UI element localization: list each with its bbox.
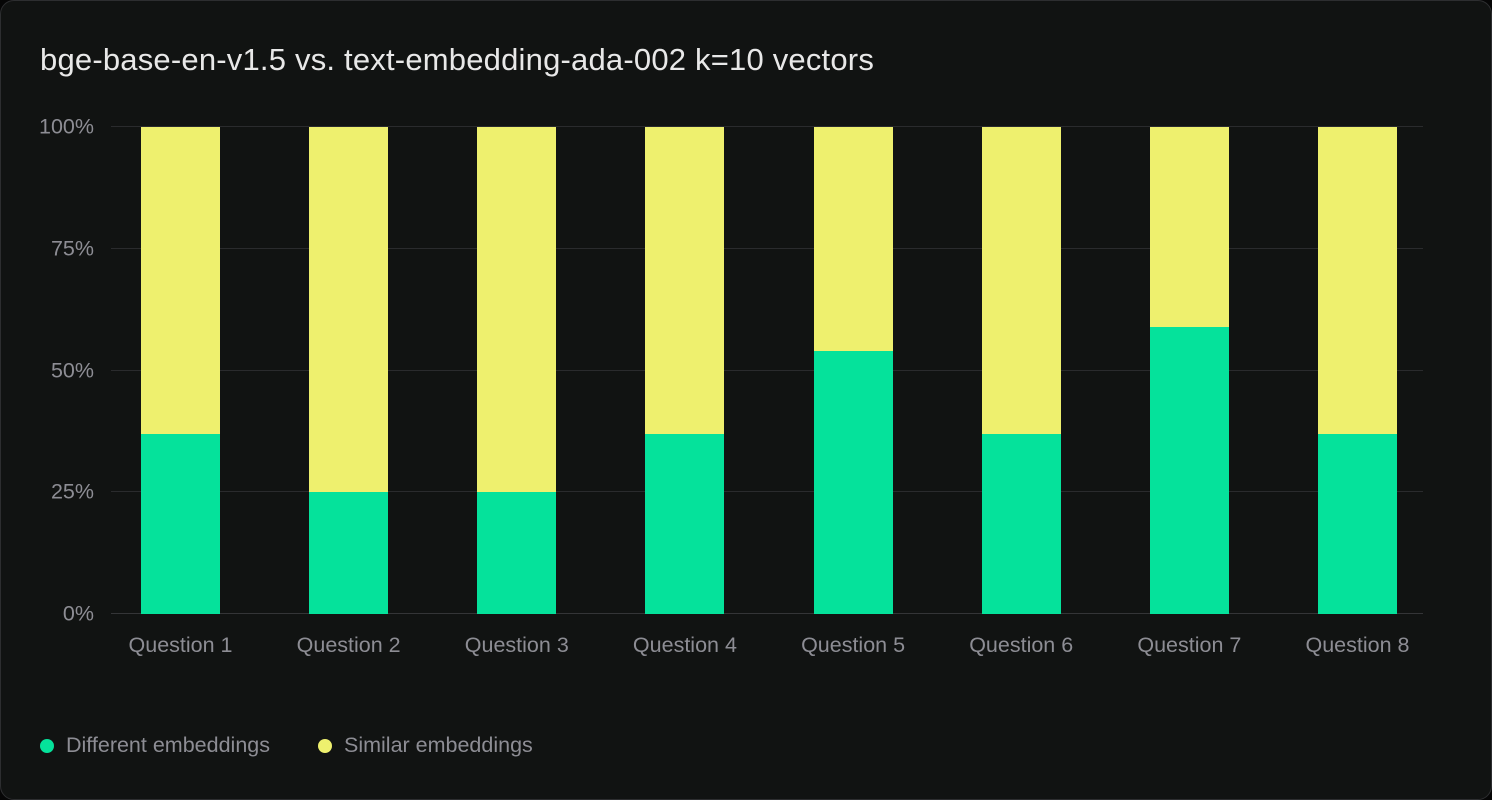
bar-question-8: Question 8 xyxy=(1305,127,1409,657)
x-axis-category-label: Question 8 xyxy=(1305,633,1410,657)
legend-item-different-embeddings[interactable]: Different embeddings xyxy=(40,733,270,758)
x-axis-category-label: Question 7 xyxy=(1137,633,1242,657)
bar-segment-different-embeddings[interactable] xyxy=(309,492,389,614)
bar-segment-similar-embeddings[interactable] xyxy=(1149,127,1229,327)
bar-segment-similar-embeddings[interactable] xyxy=(645,127,725,434)
bar-question-2: Question 2 xyxy=(297,127,401,657)
bar-question-6: Question 6 xyxy=(969,127,1073,657)
legend-dot-icon xyxy=(40,738,54,753)
y-axis-tick-label: 0% xyxy=(62,601,94,626)
legend-item-label: Different embeddings xyxy=(66,733,270,757)
bar-segment-similar-embeddings[interactable] xyxy=(813,127,893,352)
bar-question-3: Question 3 xyxy=(465,127,569,657)
gridline-0% xyxy=(111,613,1423,614)
bar-question-7: Question 7 xyxy=(1137,127,1241,657)
y-axis-tick-label: 75% xyxy=(50,236,94,261)
legend-dot-icon xyxy=(317,738,332,753)
chart-legend: Different embeddings Similar embeddings xyxy=(40,733,533,758)
bar-segment-different-embeddings[interactable] xyxy=(813,351,893,614)
y-axis-tick-label: 25% xyxy=(50,479,94,504)
bar-question-4: Question 4 xyxy=(633,127,737,657)
gridline-100% xyxy=(111,126,1423,127)
x-axis-category-label: Question 4 xyxy=(632,633,737,657)
bar-segment-similar-embeddings[interactable] xyxy=(1317,127,1397,434)
bar-segment-different-embeddings[interactable] xyxy=(981,433,1061,614)
bar-segment-similar-embeddings[interactable] xyxy=(309,127,389,493)
bar-segment-similar-embeddings[interactable] xyxy=(477,127,557,493)
x-axis-category-label: Question 5 xyxy=(801,633,906,657)
chart-plot-area: Question 1 Question 2 Question 3 Question 4… xyxy=(111,126,1423,657)
x-axis-category-label: Question 2 xyxy=(296,633,401,657)
bar-segment-different-embeddings[interactable] xyxy=(477,492,557,614)
gridline-25% xyxy=(111,491,1423,493)
chart-title: bge-base-en-v1.5 vs. text-embedding-ada-… xyxy=(40,42,875,77)
bar-question-5: Question 5 xyxy=(801,127,905,657)
x-axis-category-label: Question 3 xyxy=(464,633,569,657)
y-axis: 0% 25% 50% 75% 100% xyxy=(1,115,94,626)
gridline-75% xyxy=(111,247,1423,249)
x-axis-category-label: Question 6 xyxy=(969,633,1074,657)
gridline-50% xyxy=(111,369,1423,371)
bar-segment-different-embeddings[interactable] xyxy=(1149,326,1229,614)
bar-segment-similar-embeddings[interactable] xyxy=(981,127,1061,434)
bar-question-1: Question 1 xyxy=(129,127,232,657)
bar-segment-different-embeddings[interactable] xyxy=(645,433,725,614)
bar-segment-different-embeddings[interactable] xyxy=(1317,433,1397,614)
legend-item-label: Similar embeddings xyxy=(343,733,533,757)
x-axis-category-label: Question 1 xyxy=(128,633,233,657)
y-axis-tick-label: 100% xyxy=(39,114,94,139)
bar-segment-different-embeddings[interactable] xyxy=(141,433,220,614)
bars-container: Question 1 Question 2 Question 3 Question 4… xyxy=(111,127,1423,657)
legend-item-similar-embeddings[interactable]: Similar embeddings xyxy=(317,733,533,758)
bar-segment-similar-embeddings[interactable] xyxy=(141,127,220,434)
y-axis-tick-label: 50% xyxy=(50,358,94,382)
